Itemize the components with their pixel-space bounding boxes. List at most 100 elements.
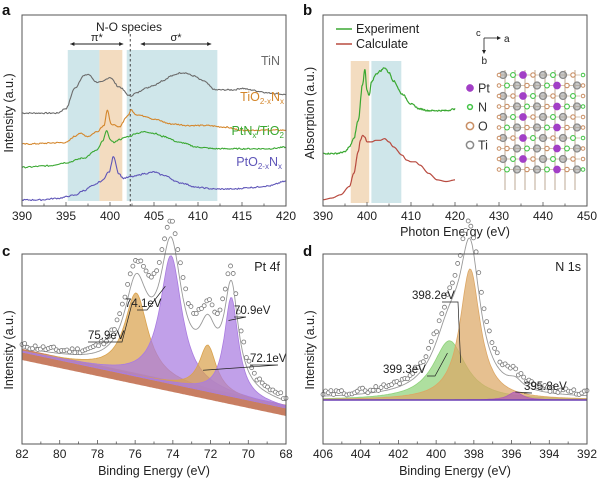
data-point (143, 268, 149, 274)
x-tick-label: 78 (91, 447, 105, 461)
data-point (238, 328, 244, 334)
data-point (471, 235, 476, 241)
atom-ti (512, 81, 522, 90)
atom-o (530, 114, 536, 120)
atom-edge (580, 135, 586, 141)
data-point (180, 275, 186, 280)
series-line-pto2-xnx (21, 156, 287, 202)
atom-ti (532, 102, 542, 111)
data-point (571, 387, 577, 393)
atom-o (570, 114, 576, 120)
atom-edge (580, 156, 586, 162)
data-point (230, 271, 236, 276)
data-point (32, 343, 38, 349)
data-point (468, 223, 474, 229)
data-point (141, 263, 146, 269)
data-point (449, 280, 455, 286)
data-point (257, 376, 263, 382)
atom-n (564, 103, 570, 110)
atom-edge (580, 114, 586, 120)
data-point (228, 263, 233, 269)
data-point (75, 346, 80, 352)
data-point (114, 317, 120, 323)
data-point (225, 271, 231, 277)
data-point (547, 388, 553, 394)
data-point (175, 247, 181, 252)
legend-atom-pt-icon (466, 84, 474, 92)
atom-pt (519, 71, 527, 79)
data-point (183, 286, 189, 292)
x-tick-label: 430 (489, 209, 509, 223)
label-text: N (269, 155, 278, 169)
atom-ti (538, 112, 548, 122)
atom-o (496, 135, 502, 141)
atom-n (544, 166, 550, 173)
atom-o (524, 124, 530, 131)
band-pi-star-orange (99, 50, 123, 201)
peak-label: 70.9eV (234, 305, 271, 317)
axis-b-label: b (482, 56, 488, 67)
atom-n (550, 156, 556, 162)
atom-ti (538, 133, 548, 143)
data-point (130, 263, 136, 269)
data-point (217, 307, 223, 313)
atom-ti (558, 91, 568, 101)
atom-o (496, 114, 502, 120)
label-text: PtO (236, 155, 258, 169)
atom-edge (580, 72, 586, 78)
fit-envelope (21, 236, 287, 402)
label-subscript: 2-x (258, 162, 269, 171)
peak-label-leader (88, 302, 133, 343)
data-point (376, 388, 381, 393)
crystal-lattice (496, 70, 586, 190)
panel-b-xlabel: Photon Energy (eV) (400, 225, 510, 239)
data-point (243, 355, 249, 360)
atom-edge (580, 104, 586, 109)
peak-label: 398.2eV (412, 290, 455, 302)
data-point (159, 247, 165, 252)
legend-atom-ti-icon (465, 140, 475, 150)
label-subscript: x (280, 97, 284, 106)
atom-pt (519, 155, 527, 163)
data-point (465, 218, 471, 224)
data-point (521, 374, 527, 380)
peak-label-leader (203, 364, 279, 371)
panel-b: b 390 400 410 420 430 440 450 Photon Energy (e… (303, 2, 597, 239)
panel-c-title: Pt 4f (254, 260, 280, 274)
x-tick-label: 74 (166, 447, 180, 461)
data-point (67, 349, 72, 355)
panel-a-series (21, 71, 287, 202)
data-point (545, 384, 550, 390)
data-point (251, 370, 257, 376)
atom-o (496, 72, 502, 78)
data-point (249, 365, 255, 371)
atom-ti (538, 91, 548, 101)
data-point (214, 311, 220, 317)
data-point (370, 387, 376, 393)
x-tick-label: 415 (232, 209, 252, 223)
data-point (484, 319, 490, 325)
x-tick-label: 395 (56, 209, 76, 223)
data-point (339, 388, 344, 394)
series-line-calculate (323, 134, 455, 201)
atom-n (570, 135, 576, 141)
panel-b-letter: b (303, 2, 312, 19)
peak-label: 72.1eV (250, 353, 287, 365)
legend-atom-o-icon (465, 121, 475, 131)
data-point (40, 344, 46, 350)
data-point (373, 384, 379, 389)
x-tick-label: 80 (53, 447, 67, 461)
atom-ti (538, 154, 548, 164)
x-tick-label: 404 (351, 447, 371, 461)
axis-a-label: a (504, 34, 510, 45)
atom-o (570, 72, 576, 78)
data-point (463, 227, 468, 233)
atom-edge (580, 167, 586, 172)
atom-ti (572, 102, 582, 111)
data-point (199, 306, 204, 311)
data-point (434, 329, 439, 335)
label-text: TiN (261, 54, 280, 68)
data-point (127, 271, 133, 277)
series-line-ptnx-tio2 (21, 130, 287, 169)
x-tick-label: 440 (533, 209, 553, 223)
